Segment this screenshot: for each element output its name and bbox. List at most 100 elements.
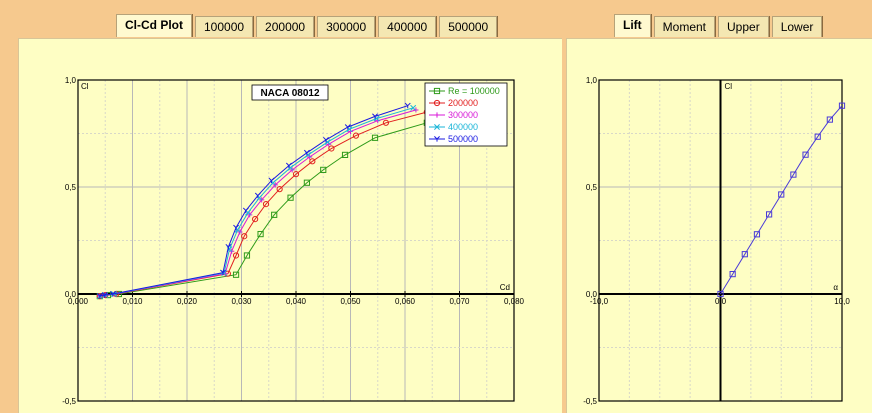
legend-item: 300000 (429, 110, 478, 120)
data-point (257, 230, 264, 238)
data-point (433, 87, 441, 95)
y-axis-label: Cl (725, 82, 733, 91)
tab-re-400000[interactable]: 400000 (378, 16, 437, 37)
data-point (372, 113, 378, 119)
x-axis-label: Cd (500, 283, 510, 292)
data-point (434, 136, 440, 142)
data-point (814, 133, 821, 140)
data-point (434, 112, 440, 118)
x-tick-label: 0,080 (504, 297, 525, 306)
data-point (241, 233, 248, 240)
left-tab-bar: Cl-Cd Plot 100000 200000 300000 400000 5… (116, 14, 498, 37)
data-point (271, 211, 278, 218)
tab-re-200000[interactable]: 200000 (256, 16, 315, 37)
x-tick-label: 0,030 (231, 297, 252, 306)
legend-label: 400000 (448, 122, 478, 132)
y-tick-label: -0,5 (62, 397, 76, 406)
data-point (741, 251, 748, 258)
chart-title-box: NACA 08012 (251, 84, 329, 101)
data-point (242, 207, 249, 214)
data-point (220, 269, 226, 276)
tab-re-500000[interactable]: 500000 (439, 16, 498, 37)
data-point (826, 116, 833, 123)
y-tick-label: 0,0 (586, 290, 598, 299)
series-3 (97, 107, 419, 299)
x-tick-label: -10,0 (590, 297, 609, 306)
right-tab-bar: Lift Moment Upper Lower (614, 14, 823, 37)
legend-item: 500000 (429, 134, 478, 144)
series-line (720, 105, 843, 295)
data-point (778, 191, 785, 198)
legend-label: Re = 100000 (448, 86, 500, 96)
legend-label: 200000 (448, 98, 478, 108)
legend-item: Re = 100000 (429, 86, 500, 96)
y-tick-label: 1,0 (586, 76, 598, 85)
data-point (243, 252, 251, 259)
data-point (232, 271, 240, 278)
tab-cl-cd-plot[interactable]: Cl-Cd Plot (116, 14, 192, 37)
data-point (323, 136, 329, 143)
data-point (328, 145, 335, 152)
data-point (225, 243, 232, 250)
x-tick-label: 0,010 (122, 297, 143, 306)
y-tick-label: 0,0 (65, 290, 77, 299)
data-point (96, 293, 103, 299)
tab-moment[interactable]: Moment (653, 16, 716, 37)
y-tick-label: 0,5 (586, 183, 598, 192)
series-5 (96, 102, 411, 299)
data-point (303, 179, 310, 186)
data-point (729, 270, 736, 278)
data-point (309, 158, 316, 165)
tab-re-300000[interactable]: 300000 (317, 16, 376, 37)
data-point (252, 216, 259, 223)
data-point (434, 124, 440, 130)
x-tick-label: 0,050 (340, 297, 361, 306)
data-point (404, 102, 411, 109)
x-tick-label: 0,020 (177, 297, 198, 306)
legend: Re = 100000 200000 300000 400000 500000 (424, 82, 508, 147)
legend-label: 500000 (448, 134, 478, 144)
data-point (352, 132, 360, 139)
data-point (292, 171, 300, 178)
x-tick-label: 0,0 (715, 297, 727, 306)
series-4 (96, 104, 417, 300)
data-point (341, 151, 349, 159)
plot-frame (77, 79, 515, 402)
data-point (371, 134, 379, 141)
data-point (790, 171, 797, 178)
x-tick-label: 10,0 (834, 297, 850, 306)
data-point (802, 151, 809, 158)
y-axis-label: Cl (81, 82, 89, 91)
data-point (276, 186, 283, 193)
data-point (268, 177, 275, 184)
chart-title: NACA 08012 (260, 88, 320, 99)
tab-re-100000[interactable]: 100000 (195, 16, 254, 37)
data-point (262, 201, 270, 208)
tab-lift[interactable]: Lift (614, 14, 651, 37)
tab-lower[interactable]: Lower (771, 16, 823, 37)
x-tick-label: 0,060 (395, 297, 416, 306)
data-point (285, 162, 292, 169)
x-tick-label: 0,000 (68, 297, 89, 306)
data-point (320, 166, 327, 173)
data-point (109, 291, 116, 297)
data-point (410, 104, 417, 111)
data-point (232, 252, 240, 259)
series-2 (96, 109, 430, 300)
data-point (382, 119, 390, 126)
data-point (717, 290, 724, 298)
data-point (303, 149, 310, 156)
series-1 (96, 119, 430, 300)
data-point (287, 194, 294, 201)
x-axis-label: α (833, 283, 838, 292)
data-point (254, 192, 261, 199)
series-line (99, 107, 414, 297)
tab-upper[interactable]: Upper (718, 16, 769, 37)
lift-plot-panel: -10,0 0,0 10,0 1,0 0,5 0,0 -0,5 Cl α (566, 38, 872, 413)
legend-label: 300000 (448, 110, 478, 120)
data-point (753, 231, 761, 238)
series-line (99, 105, 408, 297)
y-tick-label: 1,0 (65, 76, 77, 85)
series-line (99, 109, 417, 297)
